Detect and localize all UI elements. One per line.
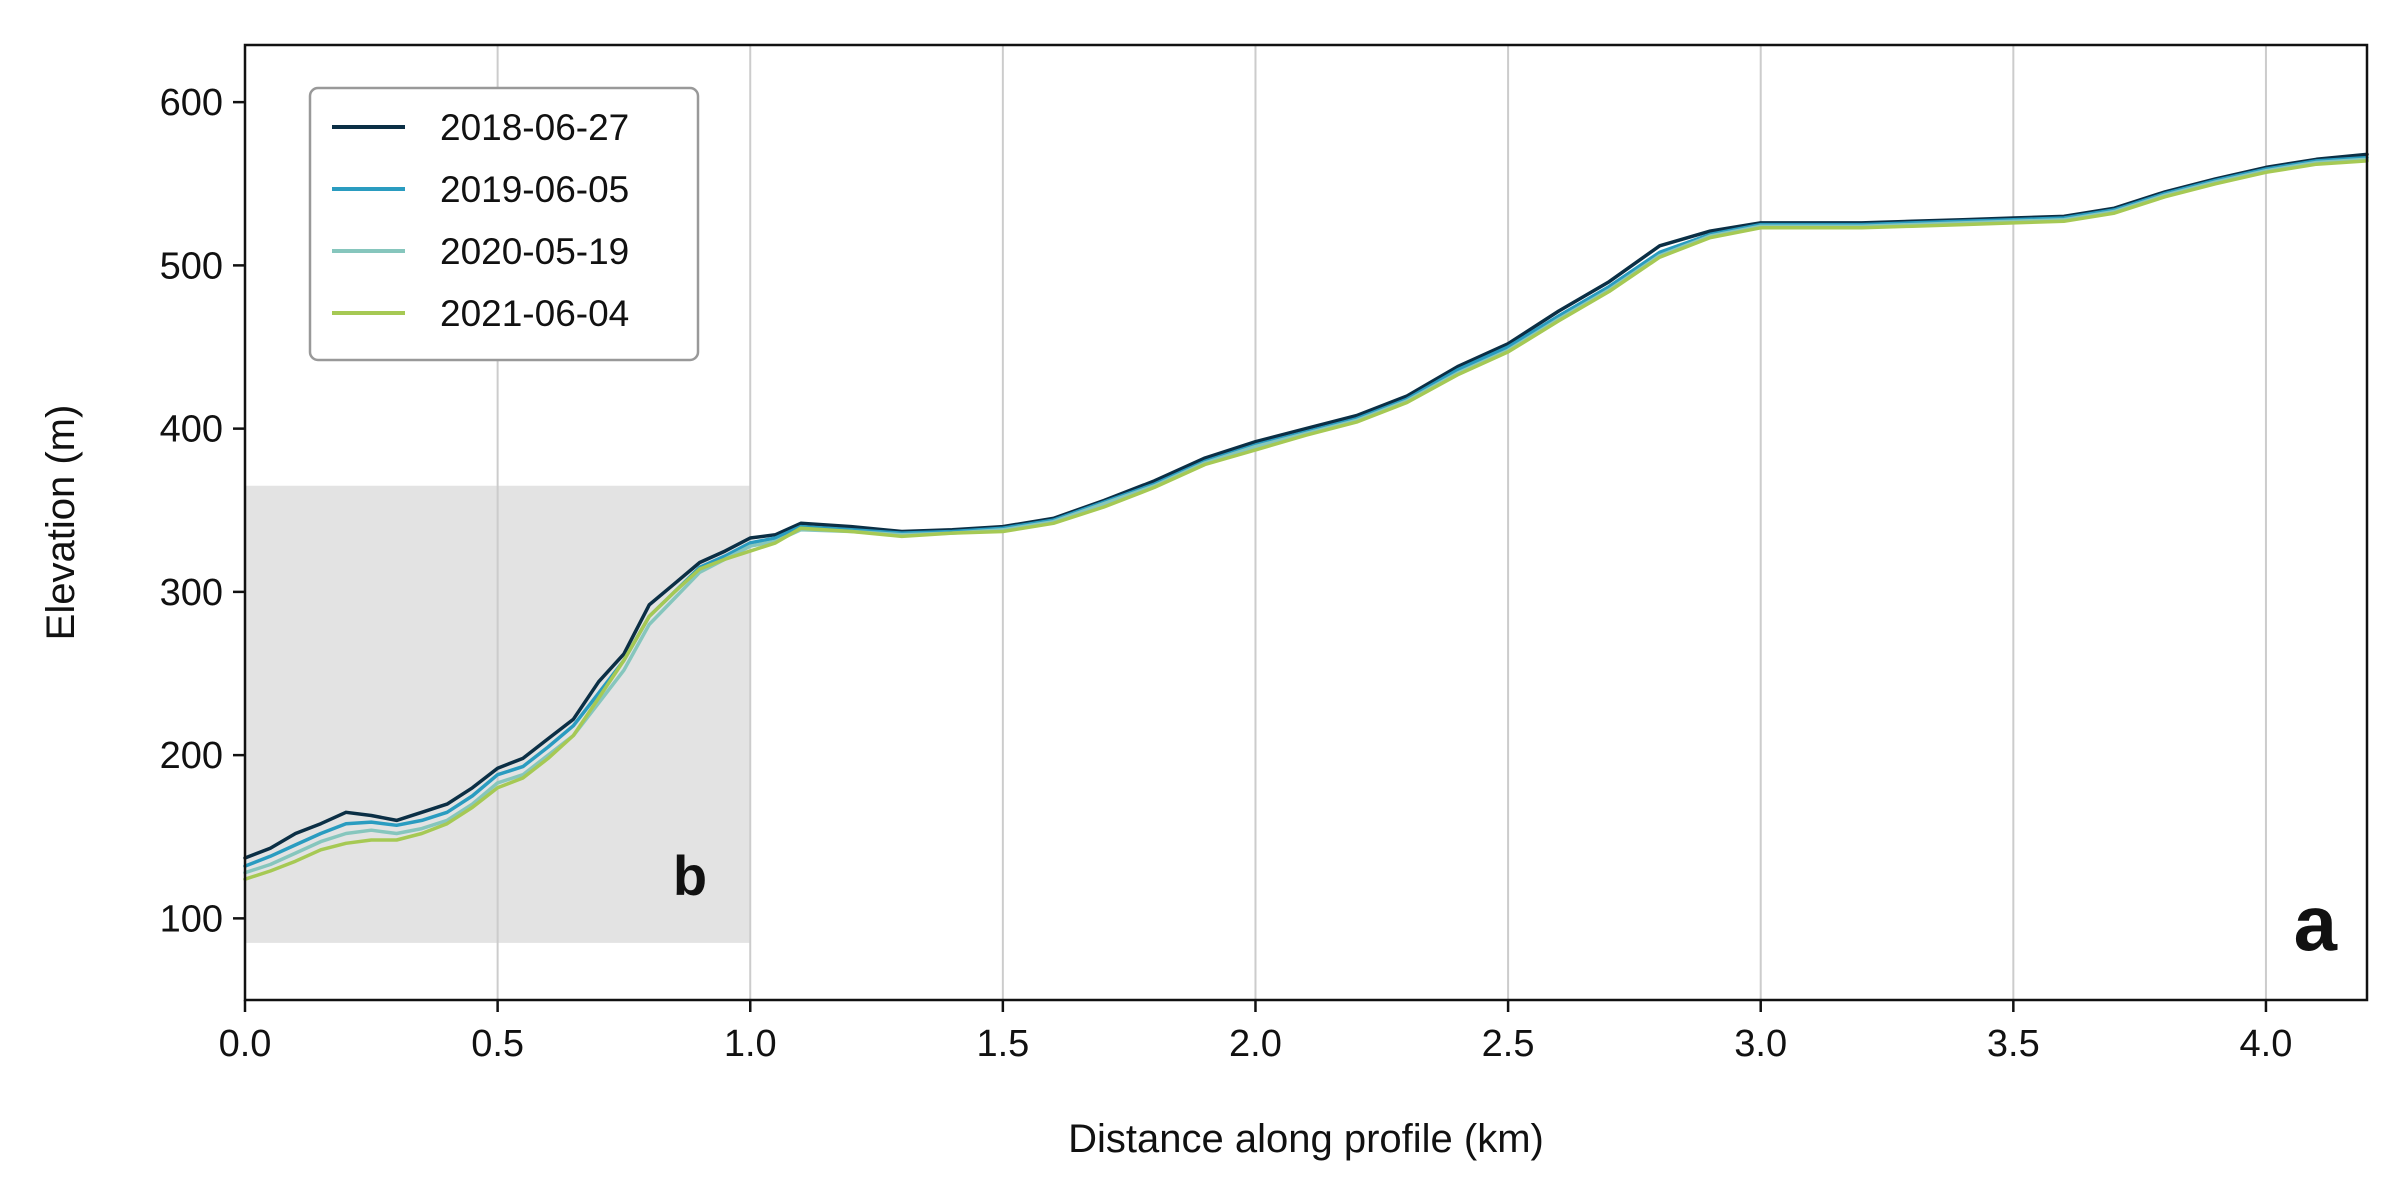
vertical-grid [496, 45, 2267, 1000]
y-tick-label: 600 [160, 82, 223, 124]
panel-label-a: a [2294, 879, 2338, 967]
y-tick-label: 300 [160, 572, 223, 614]
legend-entry: 2021-06-04 [440, 293, 629, 334]
legend-box [308, 86, 700, 362]
x-tick-label: 2.0 [1229, 1023, 1282, 1065]
x-tick-label: 0.0 [219, 1023, 272, 1065]
y-axis: 100 200 300 400 500 600 [160, 82, 245, 940]
x-tick-label: 4.0 [2240, 1023, 2293, 1065]
plot-frame [243, 43, 2369, 1002]
legend: 2018-06-27 2019-06-05 2020-05-19 2021-06-04 [308, 86, 700, 362]
x-tick-label: 0.5 [471, 1023, 524, 1065]
legend-entry: 2020-05-19 [440, 231, 629, 272]
y-tick-label: 200 [160, 735, 223, 777]
y-tick-label: 500 [160, 245, 223, 287]
series-line-2021-06-04 [243, 159, 2369, 881]
x-tick-label: 3.0 [1734, 1023, 1787, 1065]
x-axis: 0.0 0.5 1.0 1.5 2.0 2.5 3.0 3.5 4.0 [219, 1000, 2293, 1065]
y-tick-label: 400 [160, 409, 223, 451]
legend-entry: 2018-06-27 [440, 107, 629, 148]
region-label-b: b [673, 844, 707, 907]
legend-entry: 2019-06-05 [440, 169, 629, 210]
x-axis-label: Distance along profile (km) [1068, 1117, 1544, 1161]
y-tick-label: 100 [160, 898, 223, 940]
x-tick-label: 1.0 [724, 1023, 777, 1065]
x-tick-label: 1.5 [976, 1023, 1029, 1065]
series-lines [243, 152, 2369, 881]
x-tick-label: 2.5 [1482, 1023, 1535, 1065]
y-axis-label: Elevation (m) [39, 405, 83, 641]
x-tick-label: 3.5 [1987, 1023, 2040, 1065]
